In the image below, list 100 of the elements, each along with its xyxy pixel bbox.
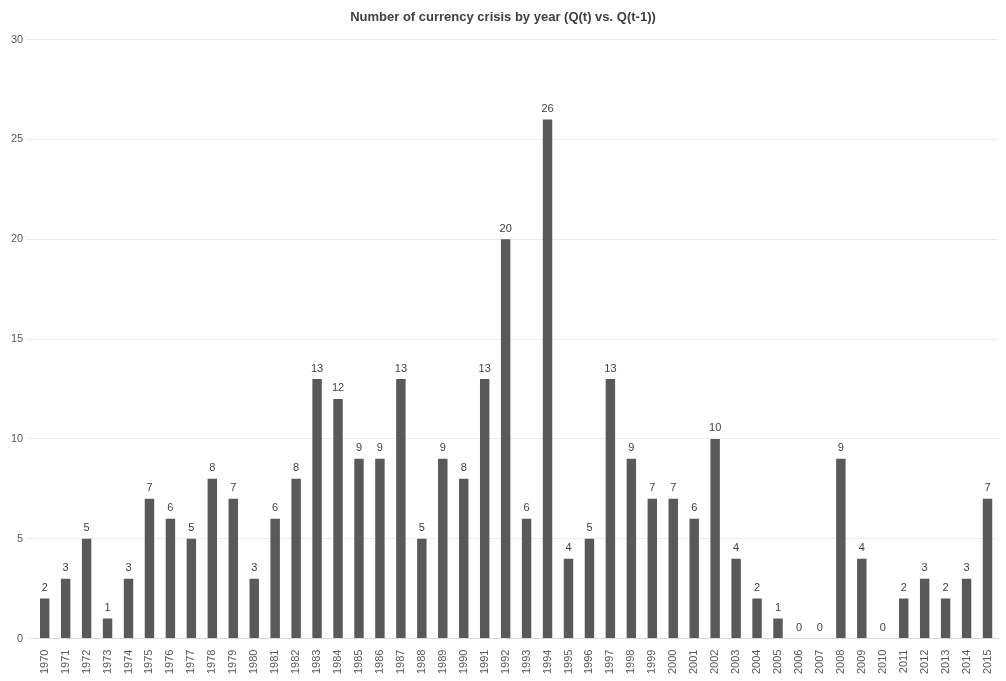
x-tick-label: 1980 <box>247 649 260 675</box>
data-label: 20 <box>499 221 512 234</box>
x-tick-label: 1981 <box>268 649 281 675</box>
data-label: 8 <box>209 461 216 474</box>
x-tick-label: 1978 <box>205 649 218 675</box>
x-tick-label: 1970 <box>37 649 50 675</box>
data-label: 12 <box>331 381 345 394</box>
x-tick-label: 1984 <box>331 649 344 675</box>
data-label: 26 <box>541 101 554 114</box>
y-tick-label: 10 <box>10 431 24 444</box>
bar <box>438 458 448 639</box>
bar <box>752 598 762 639</box>
data-label: 2 <box>754 581 761 594</box>
bar <box>731 558 741 639</box>
x-tick-label: 1990 <box>456 649 469 675</box>
bar <box>249 578 259 639</box>
data-label: 5 <box>586 521 593 534</box>
data-label: 7 <box>230 481 237 494</box>
x-tick-label: 1992 <box>498 649 511 675</box>
bar <box>81 538 92 639</box>
data-label: 13 <box>394 361 408 374</box>
y-tick-label: 30 <box>10 32 24 45</box>
x-tick-label: 2000 <box>666 649 679 675</box>
bar <box>626 458 637 639</box>
bar <box>60 578 71 639</box>
x-tick-label: 1985 <box>352 649 365 675</box>
x-tick-label: 1976 <box>163 649 176 675</box>
bar <box>668 498 678 639</box>
bar <box>417 538 427 639</box>
bar <box>123 578 134 639</box>
bar <box>961 578 972 639</box>
data-label: 0 <box>816 621 823 634</box>
x-tick-label: 1974 <box>121 649 134 675</box>
data-label: 3 <box>921 561 928 574</box>
bar <box>605 378 616 639</box>
bar <box>291 478 301 639</box>
bar <box>228 498 238 639</box>
data-label: 3 <box>251 561 258 574</box>
bar <box>40 598 50 639</box>
x-tick-label: 2014 <box>959 649 972 675</box>
x-tick-label: 1971 <box>58 649 71 675</box>
x-tick-label: 1996 <box>582 649 595 675</box>
bar <box>919 578 930 639</box>
x-tick-label: 2002 <box>708 649 721 675</box>
bar <box>102 618 113 639</box>
data-label: 13 <box>310 361 324 374</box>
x-tick-label: 2009 <box>854 649 867 675</box>
data-label: 7 <box>984 481 991 494</box>
bar <box>542 119 553 639</box>
data-label: 2 <box>942 581 949 594</box>
bar <box>563 558 574 639</box>
data-label: 6 <box>167 501 174 514</box>
bar <box>521 518 532 639</box>
x-tick-label: 2006 <box>791 649 804 675</box>
data-label: 9 <box>628 441 635 454</box>
chart-title: Number of currency crisis by year (Q(t) vs. Q(t-1)) <box>350 9 656 25</box>
x-tick-label: 2013 <box>938 649 951 675</box>
x-tick-label: 2011 <box>896 649 909 674</box>
y-tick-label: 5 <box>17 531 24 544</box>
bar <box>647 498 658 639</box>
bar <box>982 498 993 639</box>
bar <box>354 458 364 639</box>
bar <box>836 458 846 639</box>
data-label: 7 <box>649 481 656 494</box>
bar <box>396 378 406 639</box>
data-label: 8 <box>293 461 300 474</box>
bar <box>144 498 155 639</box>
data-label: 9 <box>439 441 446 454</box>
y-tick-label: 20 <box>10 232 24 245</box>
data-label: 2 <box>41 581 48 594</box>
data-label: 4 <box>858 541 865 554</box>
x-tick-label: 1998 <box>624 649 637 675</box>
y-tick-label: 0 <box>17 631 24 644</box>
x-tick-label: 1972 <box>79 649 92 675</box>
bar <box>584 538 595 639</box>
x-tick-label: 1973 <box>100 649 113 675</box>
data-label: 0 <box>795 621 803 634</box>
x-tick-label: 1983 <box>310 649 323 675</box>
bar <box>459 478 469 639</box>
x-tick-label: 1986 <box>372 649 385 675</box>
data-label: 6 <box>272 501 279 514</box>
data-label: 1 <box>774 601 782 614</box>
x-tick-label: 1994 <box>540 649 553 675</box>
x-tick-label: 2008 <box>833 649 846 675</box>
data-label: 4 <box>733 541 740 554</box>
x-tick-label: 2003 <box>729 649 742 675</box>
data-label: 13 <box>478 361 491 374</box>
bar <box>375 458 385 639</box>
data-label: 0 <box>879 621 886 634</box>
x-tick-label: 2005 <box>771 649 784 675</box>
data-label: 9 <box>376 441 383 454</box>
data-label: 7 <box>146 481 153 494</box>
data-label: 1 <box>104 601 111 614</box>
x-tick-label: 1999 <box>645 649 658 675</box>
data-label: 6 <box>523 501 530 514</box>
data-label: 13 <box>604 361 617 374</box>
data-label: 3 <box>62 561 69 574</box>
data-label: 8 <box>460 461 467 474</box>
x-tick-label: 1979 <box>226 649 239 675</box>
x-tick-label: 2012 <box>917 649 930 675</box>
